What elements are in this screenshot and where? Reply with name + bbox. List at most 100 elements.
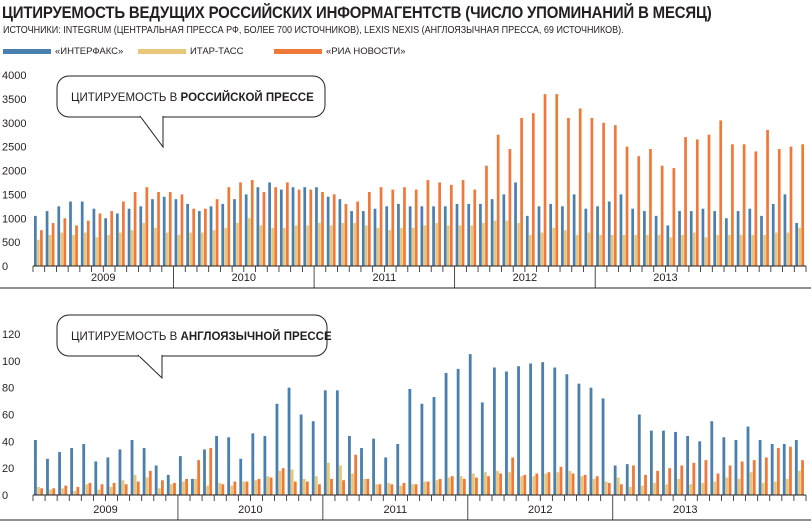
bar-3 [789,446,792,495]
bar-2 [61,488,65,495]
bar-1 [686,435,690,495]
bar-1 [480,402,484,495]
y-tick-label: 0 [2,261,8,273]
bar-3 [145,187,149,266]
bar-3 [764,457,768,495]
bar-3 [752,460,756,495]
bar-1 [251,433,255,495]
callout-text: ЦИТИРУЕМОСТЬ В АНГЛОЯЗЫЧНОЙ ПРЕССЕ [71,330,332,343]
bar-3 [402,482,406,495]
legend-label-ria: «РИА НОВОСТИ» [326,46,406,57]
legend-item-ria: «РИА НОВОСТИ» [274,46,406,57]
bar-2 [493,220,497,266]
bar-3 [100,484,104,495]
callout-box [56,75,326,118]
bar-2 [339,465,342,495]
bar-3 [342,480,345,495]
bar-2 [182,481,185,495]
bar-2 [282,227,286,266]
bar-3 [719,120,723,266]
bar-2 [247,218,251,266]
bar-3 [571,473,575,495]
bar-2 [774,232,778,266]
bar-3 [475,477,478,495]
bar-1 [505,371,508,495]
bar-2 [119,232,122,266]
bar-1 [722,437,726,495]
bar-3 [215,199,219,266]
bar-3 [297,189,301,266]
bar-1 [619,194,623,267]
y-tick-label: 500 [2,237,20,249]
bar-2 [785,478,789,495]
bar-2 [206,485,210,495]
bar-3 [192,208,196,266]
bar-2 [194,478,197,495]
bar-1 [701,208,705,266]
bar-3 [414,484,418,495]
bar-3 [644,474,647,496]
bar-1 [517,366,520,495]
bar-1 [142,448,146,495]
bar-1 [565,374,569,495]
bar-1 [221,203,225,266]
bar-2 [121,480,125,495]
bar-3 [485,165,488,266]
bar-1 [186,203,189,266]
bar-2 [616,477,620,495]
bar-1 [420,206,424,266]
callout-tail [139,115,164,149]
bar-2 [411,484,415,495]
bar-1 [127,208,131,266]
bar-1 [130,439,134,495]
bar-3 [86,220,90,266]
bar-1 [420,403,424,495]
bar-3 [122,201,125,266]
bar-2 [302,478,306,495]
bar-1 [361,211,365,266]
bar-2 [200,232,204,266]
bar-3 [742,144,746,266]
bar-2 [798,227,802,266]
bar-3 [496,134,500,266]
bar-2 [435,480,439,495]
bar-2 [482,223,485,266]
bar-2 [737,478,741,495]
bar-1 [746,426,750,495]
bar-1 [625,464,629,495]
callout-1: ЦИТИРУЕМОСТЬ В РОССИЙСКОЙ ПРЕССЕ [56,75,326,149]
y-tick-label: 20 [2,463,14,475]
bar-1 [492,367,496,495]
bar-2 [641,485,644,495]
bar-1 [69,201,72,266]
bar-2 [749,472,753,495]
bar-2 [212,230,216,266]
bar-2 [763,234,766,266]
bar-1 [104,218,107,266]
bar-2 [218,482,222,495]
bar-3 [656,470,660,495]
bar-1 [514,182,517,266]
bar-1 [46,458,49,495]
legend-swatch-ria [274,48,322,54]
y-tick-label: 1000 [2,213,26,225]
bar-3 [378,484,382,495]
bar-3 [704,460,708,495]
bar-3 [257,478,261,495]
bar-2 [306,225,310,266]
bar-1 [748,208,752,266]
bar-2 [411,227,415,266]
bar-2 [254,480,258,495]
bar-1 [154,465,158,495]
bar-3 [185,478,188,495]
bar-1 [82,444,86,495]
bar-2 [484,472,487,495]
bar-2 [259,225,263,266]
bar-1 [106,457,110,495]
bar-2 [165,232,169,266]
bar-2 [351,473,354,495]
bar-3 [801,144,805,266]
bar-3 [366,478,370,495]
y-tick-label: 1500 [2,189,26,201]
bar-3 [330,478,333,495]
